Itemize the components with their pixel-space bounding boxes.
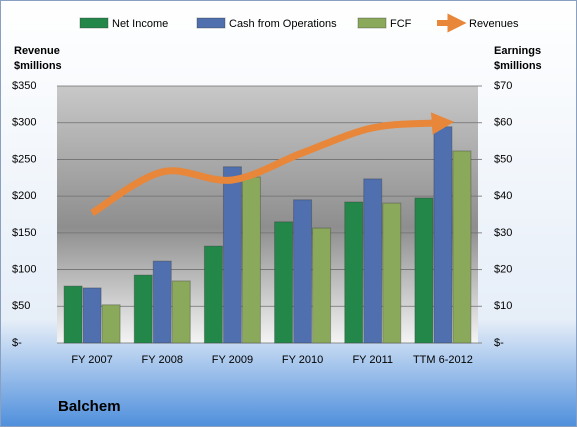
bar [101,304,121,344]
bar [152,260,172,344]
y-tick-label: $- [12,337,22,349]
y-tick-label: $100 [12,263,36,275]
bar [414,197,434,344]
y-tick-label: $150 [12,227,36,239]
y-tick-label: $50 [12,300,30,312]
y2-tick-label: $70 [494,80,512,92]
bar [274,221,294,344]
bar [63,285,83,344]
y2-axis-title: $millions [494,60,542,72]
x-tick-label: FY 2009 [212,354,253,366]
y2-tick-label: $30 [494,227,512,239]
bar [222,166,242,344]
bar [82,287,102,344]
bar [363,178,383,344]
bar [382,202,402,344]
legend-label: Net Income [112,18,168,30]
bar [452,150,472,344]
x-tick-label: FY 2010 [282,354,323,366]
plot-area [57,86,478,343]
y-axis-title: $millions [14,60,62,72]
y2-tick-label: $- [494,337,504,349]
bar [344,201,364,344]
y2-tick-label: $40 [494,190,512,202]
y-axis-title: Revenue [14,45,60,57]
legend-label: Revenues [469,18,519,30]
bar [433,126,453,344]
y-tick-label: $350 [12,80,36,92]
bar [203,245,223,344]
bar [312,227,332,344]
y2-tick-label: $50 [494,153,512,165]
y-tick-label: $200 [12,190,36,202]
bar [171,280,191,344]
bar [293,199,313,344]
y-tick-label: $300 [12,117,36,129]
y-tick-label: $250 [12,153,36,165]
bar [241,176,261,344]
chart-title: Balchem [58,398,121,415]
x-tick-label: FY 2011 [352,354,393,366]
x-tick-label: FY 2007 [71,354,112,366]
bar [133,274,153,344]
legend-swatch [357,17,387,29]
legend-swatch [79,17,109,29]
x-tick-label: TTM 6-2012 [413,354,473,366]
x-tick-label: FY 2008 [142,354,183,366]
legend-swatch [196,17,226,29]
y2-tick-label: $10 [494,300,512,312]
line [90,112,455,217]
y2-axis-title: Earnings [494,45,541,57]
y2-tick-label: $60 [494,117,512,129]
legend-label: Cash from Operations [229,18,337,30]
legend-label: FCF [390,18,412,30]
y2-tick-label: $20 [494,263,512,275]
